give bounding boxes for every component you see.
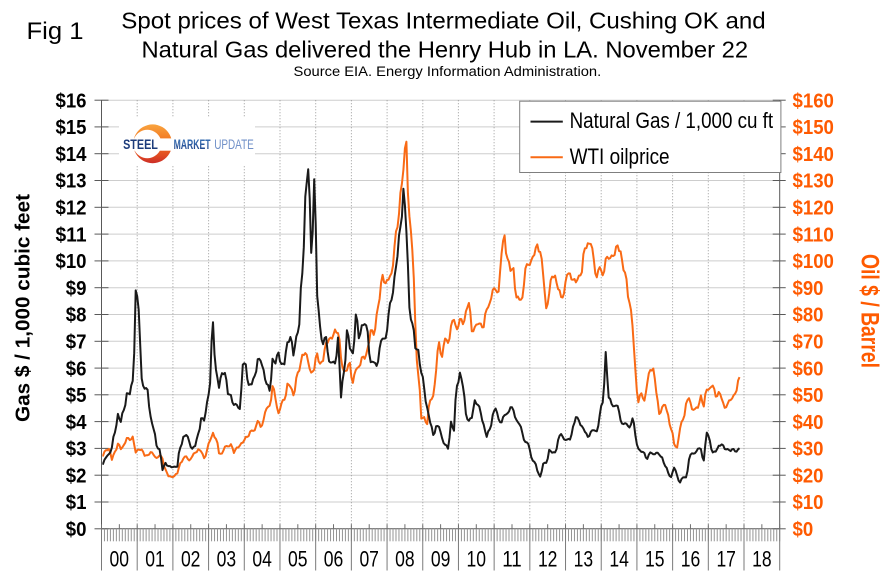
svg-text:08: 08 xyxy=(395,547,415,572)
svg-text:04: 04 xyxy=(252,547,272,572)
svg-text:$150: $150 xyxy=(793,117,834,139)
svg-text:$4: $4 xyxy=(66,412,88,434)
svg-text:$13: $13 xyxy=(56,171,87,193)
svg-text:Spot prices of West Texas Inte: Spot prices of West Texas Intermediate O… xyxy=(121,8,765,34)
svg-text:Gas $ / 1,000 cubic feet: Gas $ / 1,000 cubic feet xyxy=(13,194,35,422)
svg-text:$130: $130 xyxy=(793,171,834,193)
svg-text:03: 03 xyxy=(217,547,237,572)
svg-text:$110: $110 xyxy=(793,224,834,246)
svg-text:11: 11 xyxy=(502,547,522,572)
svg-text:16: 16 xyxy=(681,547,701,572)
svg-text:MARKET: MARKET xyxy=(174,136,211,152)
svg-text:$0: $0 xyxy=(66,519,87,541)
svg-text:01: 01 xyxy=(145,547,165,572)
svg-text:17: 17 xyxy=(716,547,736,572)
svg-text:02: 02 xyxy=(181,547,201,572)
svg-text:$5: $5 xyxy=(66,385,87,407)
svg-text:$140: $140 xyxy=(793,144,834,166)
svg-text:13: 13 xyxy=(574,547,594,572)
svg-text:$6: $6 xyxy=(66,358,87,380)
svg-text:$16: $16 xyxy=(56,90,87,112)
svg-text:$50: $50 xyxy=(793,385,824,407)
svg-text:00: 00 xyxy=(110,547,130,572)
svg-text:Fig 1: Fig 1 xyxy=(27,18,84,45)
svg-text:$12: $12 xyxy=(56,198,87,220)
svg-text:18: 18 xyxy=(752,547,772,572)
svg-text:$3: $3 xyxy=(66,439,87,461)
svg-text:$0: $0 xyxy=(793,519,814,541)
svg-text:$40: $40 xyxy=(793,412,824,434)
svg-text:Natural Gas / 1,000 cu ft: Natural Gas / 1,000 cu ft xyxy=(570,108,774,133)
svg-text:$15: $15 xyxy=(56,117,87,139)
svg-text:$8: $8 xyxy=(66,305,87,327)
svg-text:06: 06 xyxy=(324,547,344,572)
svg-text:$14: $14 xyxy=(56,144,88,166)
svg-text:$1: $1 xyxy=(66,492,87,514)
svg-text:12: 12 xyxy=(538,547,558,572)
svg-text:$90: $90 xyxy=(793,278,824,300)
svg-text:$80: $80 xyxy=(793,305,824,327)
svg-text:$2: $2 xyxy=(66,465,87,487)
svg-text:$60: $60 xyxy=(793,358,824,380)
svg-text:$30: $30 xyxy=(793,439,824,461)
svg-text:$100: $100 xyxy=(793,251,834,273)
svg-text:$11: $11 xyxy=(56,224,87,246)
svg-text:UPDATE: UPDATE xyxy=(214,136,254,152)
svg-text:09: 09 xyxy=(431,547,451,572)
svg-text:STEEL: STEEL xyxy=(123,136,158,152)
svg-text:07: 07 xyxy=(359,547,379,572)
svg-text:05: 05 xyxy=(288,547,308,572)
svg-text:Natural Gas delivered the Henr: Natural Gas delivered the Henry Hub in L… xyxy=(142,37,749,63)
svg-text:10: 10 xyxy=(467,547,487,572)
svg-text:$120: $120 xyxy=(793,198,834,220)
svg-text:$160: $160 xyxy=(793,90,834,112)
svg-text:14: 14 xyxy=(609,547,629,572)
svg-text:$9: $9 xyxy=(66,278,87,300)
svg-text:WTI oilprice: WTI oilprice xyxy=(570,144,670,169)
svg-text:$20: $20 xyxy=(793,465,824,487)
svg-text:$10: $10 xyxy=(56,251,87,273)
svg-text:15: 15 xyxy=(645,547,665,572)
svg-text:Oil $ / Barrel: Oil $ / Barrel xyxy=(856,254,884,368)
svg-text:$10: $10 xyxy=(793,492,824,514)
svg-text:$70: $70 xyxy=(793,332,824,354)
svg-text:$7: $7 xyxy=(66,332,87,354)
svg-text:Source EIA. Energy Information: Source EIA. Energy Information Administr… xyxy=(294,64,602,79)
